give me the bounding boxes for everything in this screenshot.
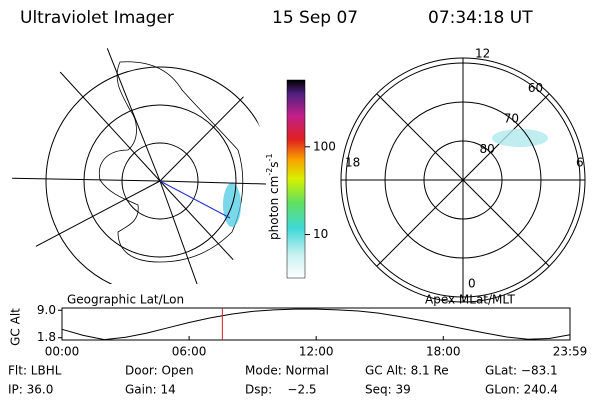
x-tick-label: 12:00	[299, 345, 334, 359]
altitude-curve	[61, 308, 571, 341]
x-tick-label: 06:00	[172, 345, 207, 359]
info-text: Gain: 14	[125, 383, 176, 397]
title: Ultraviolet Imager	[20, 8, 174, 28]
info-text: Seq: 39	[365, 383, 411, 397]
alt-label: GC Alt	[9, 308, 23, 346]
mlt-label: 6	[576, 156, 584, 170]
caption: Apex MLat/MLT	[425, 293, 515, 307]
mlat-circle	[423, 140, 503, 220]
info-text: GLat: −83.1	[485, 364, 558, 378]
caption: Geographic Lat/Lon	[67, 293, 184, 307]
x-tick-label: 18:00	[426, 345, 461, 359]
mlat-label: 80	[480, 142, 495, 156]
mlat-circle	[384, 101, 542, 259]
colorbar-label: photon cm-2s-1	[265, 153, 281, 240]
time: 07:34:18 UT	[428, 8, 533, 28]
mlat-circle	[345, 62, 581, 298]
mlat-label: 70	[504, 112, 519, 126]
colorbar	[286, 79, 306, 279]
mlt-label: 18	[345, 156, 360, 170]
y-tick-label: 1.8	[37, 330, 56, 344]
colorbar-tick-label: 10	[313, 227, 328, 241]
mlt-label: 0	[468, 277, 476, 291]
x-tick-label: 23:59	[553, 345, 588, 359]
y-tick-label: 9.0	[37, 303, 56, 317]
colorbar-tick-label: 100	[313, 139, 336, 153]
info-text: Mode: Normal	[245, 364, 329, 378]
info-text: Dsp: −2.5	[245, 383, 317, 397]
mlt-label: 12	[475, 47, 490, 61]
info-text: Door: Open	[125, 364, 194, 378]
mlt-plot: 12 18 6 0 80 70 60	[340, 47, 586, 303]
info-text: GC Alt: 8.1 Re	[365, 364, 449, 378]
info-text: Flt: LBHL	[8, 364, 62, 378]
geographic-map	[12, 44, 266, 284]
mlat-label: 60	[528, 81, 543, 95]
info-text: GLon: 240.4	[485, 383, 558, 397]
x-tick-label: 00:00	[45, 345, 80, 359]
info-text: IP: 36.0	[8, 383, 53, 397]
aurora	[492, 129, 548, 147]
date: 15 Sep 07	[272, 8, 358, 28]
